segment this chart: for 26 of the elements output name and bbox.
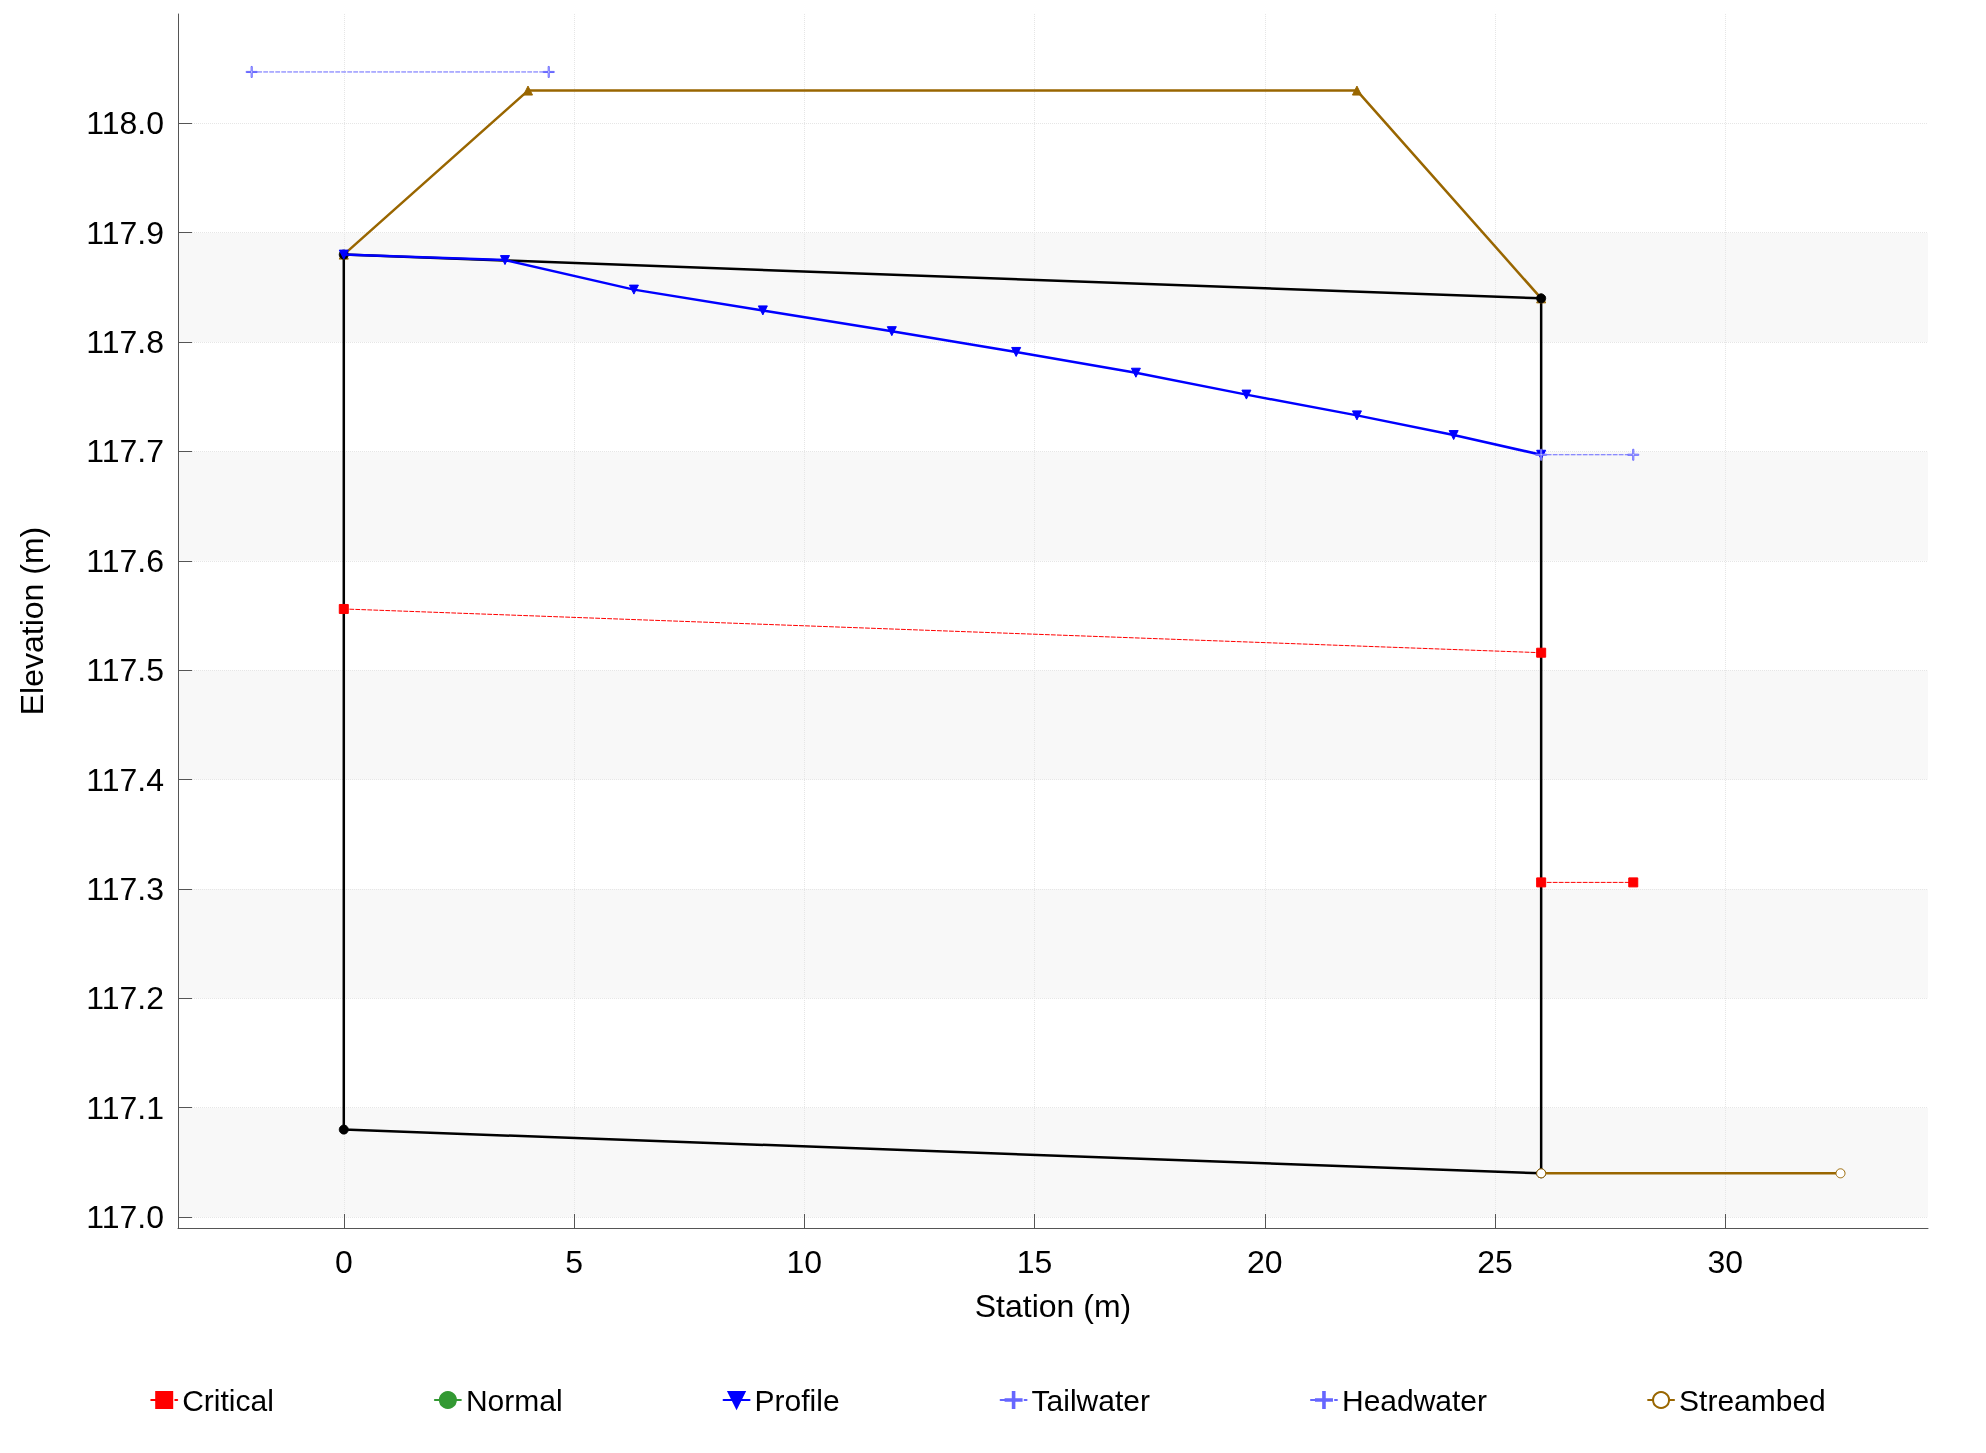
x-tick-label: 20	[1247, 1244, 1283, 1280]
y-tick-label: 118.0	[86, 105, 164, 142]
y-tick-label: 117.1	[86, 1089, 164, 1126]
x-tick-label: 5	[565, 1244, 583, 1280]
y-tick-label: 117.5	[86, 652, 164, 689]
y-tick-label: 117.6	[86, 542, 164, 579]
legend-label: Streambed	[1679, 1383, 1826, 1417]
y-tick-label: 117.0	[86, 1199, 164, 1236]
legend-label: Headwater	[1341, 1383, 1488, 1417]
x-tick-label: 10	[786, 1244, 823, 1280]
y-tick-label: 117.7	[86, 433, 164, 470]
x-tick-label: 0	[334, 1244, 353, 1280]
y-tick-label: 117.8	[86, 324, 164, 361]
legend-label: Tailwater	[1031, 1383, 1150, 1417]
legend-label: Critical	[182, 1383, 274, 1417]
legend-label: Profile	[754, 1383, 840, 1417]
x-tick-label: 30	[1707, 1244, 1744, 1280]
legend-label: Normal	[465, 1383, 563, 1417]
x-tick-label: 25	[1477, 1244, 1513, 1280]
y-tick-label: 117.9	[86, 214, 164, 251]
x-tick-label: 15	[1016, 1244, 1053, 1280]
y-tick-label: 117.3	[86, 870, 164, 907]
x-axis-title: Station (m)	[974, 1288, 1132, 1324]
y-tick-label: 117.2	[86, 980, 164, 1017]
y-tick-label: 117.4	[86, 761, 164, 798]
y-axis-title: Elevation (m)	[14, 526, 50, 716]
